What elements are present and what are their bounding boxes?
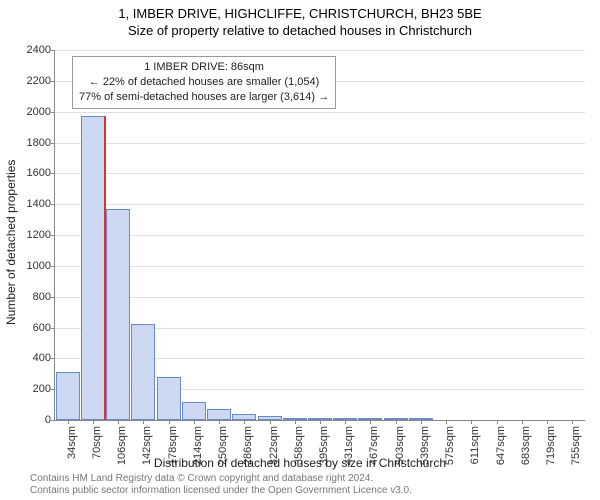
chart-title-subtitle: Size of property relative to detached ho… <box>0 23 600 38</box>
x-tick <box>320 420 321 424</box>
gridline <box>55 204 585 205</box>
gridline <box>55 112 585 113</box>
y-tick-label: 800 <box>33 291 51 303</box>
bar <box>131 324 155 420</box>
gridline <box>55 173 585 174</box>
x-tick-label: 70sqm <box>91 426 103 459</box>
footnote-line-1: Contains HM Land Registry data © Crown c… <box>30 473 412 485</box>
x-tick <box>68 420 69 424</box>
y-tick-label: 2200 <box>27 75 51 87</box>
y-tick-label: 0 <box>45 414 51 426</box>
gridline <box>55 143 585 144</box>
x-tick <box>93 420 94 424</box>
y-tick <box>51 328 55 329</box>
footnote-line-2: Contains public sector information licen… <box>30 485 412 497</box>
x-tick <box>270 420 271 424</box>
marker-line <box>104 116 106 420</box>
y-tick <box>51 81 55 82</box>
x-tick <box>194 420 195 424</box>
bar <box>207 409 231 420</box>
y-tick-label: 400 <box>33 352 51 364</box>
x-tick <box>295 420 296 424</box>
y-tick-label: 2400 <box>27 44 51 56</box>
info-box: 1 IMBER DRIVE: 86sqm← 22% of detached ho… <box>72 56 336 109</box>
bar <box>182 402 206 421</box>
y-tick-label: 1000 <box>27 260 51 272</box>
y-tick-label: 1200 <box>27 229 51 241</box>
x-axis-title: Distribution of detached houses by size … <box>0 456 600 470</box>
y-tick <box>51 204 55 205</box>
info-box-line: 1 IMBER DRIVE: 86sqm <box>79 60 329 75</box>
chart-header: 1, IMBER DRIVE, HIGHCLIFFE, CHRISTCHURCH… <box>0 0 600 38</box>
x-tick <box>396 420 397 424</box>
y-tick <box>51 297 55 298</box>
y-tick <box>51 143 55 144</box>
x-tick-label: 34sqm <box>66 426 78 459</box>
bar <box>56 372 80 420</box>
gridline <box>55 266 585 267</box>
y-tick <box>51 50 55 51</box>
x-tick <box>118 420 119 424</box>
y-tick <box>51 112 55 113</box>
y-tick <box>51 358 55 359</box>
y-tick <box>51 420 55 421</box>
info-box-line: 77% of semi-detached houses are larger (… <box>79 90 329 105</box>
bar <box>106 209 130 420</box>
x-tick <box>471 420 472 424</box>
y-tick <box>51 389 55 390</box>
gridline <box>55 235 585 236</box>
footnote: Contains HM Land Registry data © Crown c… <box>30 473 412 497</box>
x-tick <box>446 420 447 424</box>
y-tick-label: 200 <box>33 383 51 395</box>
x-tick <box>572 420 573 424</box>
y-tick-label: 1600 <box>27 167 51 179</box>
bar <box>157 377 181 420</box>
x-tick <box>547 420 548 424</box>
y-tick <box>51 266 55 267</box>
y-tick <box>51 173 55 174</box>
y-axis-title: Number of detached properties <box>4 160 18 325</box>
y-tick-label: 1800 <box>27 137 51 149</box>
y-tick-label: 2000 <box>27 106 51 118</box>
x-tick <box>169 420 170 424</box>
x-tick <box>370 420 371 424</box>
y-tick <box>51 235 55 236</box>
y-tick-label: 600 <box>33 322 51 334</box>
gridline <box>55 297 585 298</box>
x-tick <box>522 420 523 424</box>
chart-title-address: 1, IMBER DRIVE, HIGHCLIFFE, CHRISTCHURCH… <box>0 6 600 21</box>
x-tick <box>421 420 422 424</box>
info-box-line: ← 22% of detached houses are smaller (1,… <box>79 75 329 90</box>
gridline <box>55 50 585 51</box>
bar <box>81 116 105 420</box>
x-tick <box>143 420 144 424</box>
x-tick <box>244 420 245 424</box>
x-tick <box>345 420 346 424</box>
x-tick <box>219 420 220 424</box>
x-tick <box>497 420 498 424</box>
y-tick-label: 1400 <box>27 198 51 210</box>
